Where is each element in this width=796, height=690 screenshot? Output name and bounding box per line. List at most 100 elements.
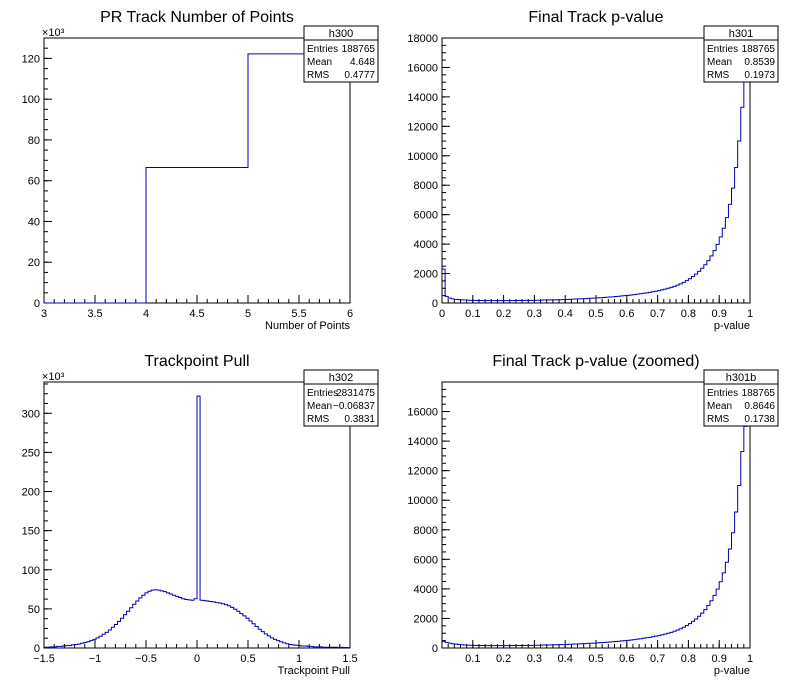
stats-value-entries: 188765	[742, 388, 776, 399]
y-tick-label: 20	[28, 257, 40, 269]
histogram-bin	[722, 573, 725, 648]
histogram-bin	[704, 265, 707, 303]
y-tick-label: 2000	[414, 613, 438, 625]
x-axis-label: Trackpoint Pull	[278, 665, 350, 677]
histogram-bin	[225, 605, 228, 648]
y-tick-label: 16000	[407, 407, 438, 419]
histogram-bin	[215, 603, 218, 648]
histogram-bin	[670, 287, 673, 303]
x-tick-label: 0.6	[619, 653, 634, 665]
x-tick-label: 3	[41, 308, 47, 320]
histogram-bin	[593, 643, 596, 648]
histogram-bin	[587, 298, 590, 303]
x-tick-label: 0.3	[527, 653, 542, 665]
x-tick-label: 0.5	[240, 653, 255, 665]
histogram-bin	[639, 639, 642, 648]
y-tick-label: 14000	[407, 436, 438, 448]
histogram-bin	[599, 298, 602, 303]
y-tick-label: 6000	[414, 210, 438, 222]
x-tick-label: 6	[347, 308, 353, 320]
x-tick-label: 0.7	[650, 308, 665, 320]
pad-h301: Final Track p-value 0 2000 4000 6000 8000 1000…	[407, 9, 779, 332]
x-tick-label: 0.3	[527, 308, 542, 320]
histogram-bin	[630, 640, 633, 648]
histogram-bin	[163, 592, 166, 648]
y-multiplier: ×10³	[42, 371, 65, 383]
y-tick-label: 0	[432, 643, 438, 655]
x-tick-label: 1.5	[342, 653, 357, 665]
histogram-bin	[169, 594, 172, 648]
histogram-bin	[710, 256, 713, 303]
histogram-bin	[658, 636, 661, 648]
histogram-bin	[744, 426, 747, 648]
y-tick-label: 2000	[414, 269, 438, 281]
histogram-bin	[704, 610, 707, 648]
histogram-bin	[648, 637, 651, 648]
histogram-bin	[596, 298, 599, 303]
histogram-bin	[636, 294, 639, 303]
plot-title: PR Track Number of Points	[100, 9, 294, 26]
plot-title: Final Track p-value	[528, 9, 663, 26]
histogram-bin	[608, 297, 611, 303]
stats-label-mean: Mean	[707, 57, 732, 68]
x-tick-label: 0.1	[465, 653, 480, 665]
y-tick-label: 60	[28, 176, 40, 188]
histogram-bin	[605, 297, 608, 303]
histogram-bin	[130, 608, 133, 648]
y-tick-label: 100	[22, 94, 40, 106]
histogram-outline	[44, 395, 350, 649]
stats-box-frame	[303, 25, 379, 83]
histogram-bin	[627, 295, 630, 303]
histogram-bin	[160, 591, 163, 648]
histogram-bin	[228, 606, 231, 648]
histogram-bin	[670, 632, 673, 648]
histogram-bin	[151, 590, 154, 648]
x-tick-label: 3.5	[87, 308, 102, 320]
histogram-bin	[621, 296, 624, 303]
histogram-bin	[725, 218, 728, 303]
y-tick-label: 4000	[414, 239, 438, 251]
y-tick-label: 150	[22, 526, 40, 538]
x-tick-label: −1.5	[33, 653, 55, 665]
stats-name: h301	[729, 28, 753, 40]
histogram-bin	[252, 624, 255, 648]
y-tick-label: 100	[22, 565, 40, 577]
stats-label-rms: RMS	[307, 70, 330, 81]
histogram-bin	[645, 293, 648, 303]
y-tick-label: 250	[22, 447, 40, 459]
histogram-bin	[698, 271, 701, 303]
histogram-bin	[614, 641, 617, 648]
stats-value-rms: 0.1973	[744, 70, 775, 81]
histogram-bin	[639, 294, 642, 303]
histogram-bin	[618, 296, 621, 303]
pad-h300: PR Track Number of Points 0 20 40 60 80 100 120…	[22, 9, 379, 332]
stats-value-entries: 2831475	[336, 388, 375, 399]
x-tick-label: 0	[439, 308, 445, 320]
histogram-bin	[212, 602, 215, 648]
histogram-bin	[182, 599, 185, 648]
x-tick-label: 1	[747, 653, 753, 665]
pad-h301b: Final Track p-value (zoomed) 0 2000 4000 600…	[407, 353, 779, 677]
stats-value-entries: 188765	[342, 44, 376, 55]
histogram-bin	[655, 291, 658, 303]
x-axis-label: p-value	[714, 665, 750, 677]
x-tick-label: 0.8	[681, 308, 696, 320]
y-multiplier: ×10³	[42, 27, 65, 39]
histogram-bin	[679, 284, 682, 303]
y-tick-label: 300	[22, 408, 40, 420]
histogram-bin	[621, 641, 624, 648]
x-tick-label: 0.1	[465, 308, 480, 320]
histogram-bin	[608, 642, 611, 648]
pad-h302: Trackpoint Pull 0 50 100 150 200 250 300 −1.5 −1 −…	[22, 353, 379, 677]
y-tick-label: 12000	[407, 466, 438, 478]
histogram-bin	[624, 641, 627, 648]
histogram-bin	[747, 48, 750, 303]
x-tick-label: 4.5	[189, 308, 204, 320]
histogram-bin	[673, 286, 676, 303]
histogram-bin	[191, 600, 194, 648]
x-tick-label: 0.5	[588, 653, 603, 665]
histogram-outline	[442, 391, 750, 647]
histogram-bin	[664, 289, 667, 303]
histogram-bin	[728, 204, 731, 303]
histogram-bin	[203, 601, 206, 648]
